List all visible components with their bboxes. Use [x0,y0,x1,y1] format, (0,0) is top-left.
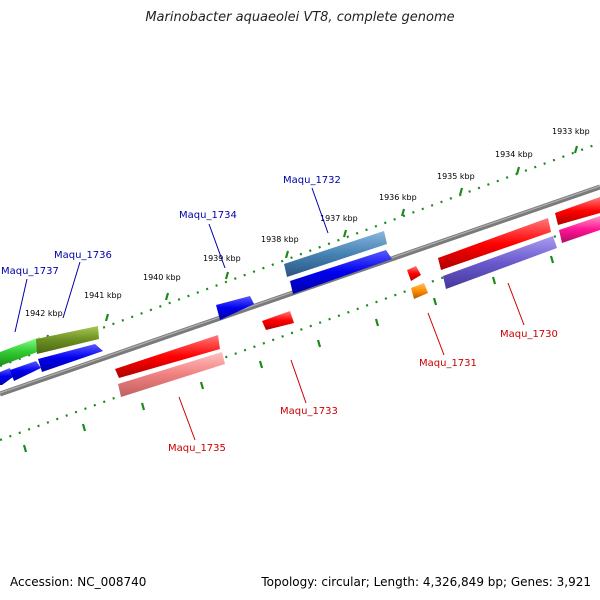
upper-strand-genes [0,197,600,366]
tick-label: 1942 kbp [25,309,63,318]
gene-maqu-1735 [118,352,225,397]
gene-maqu-1730 [443,236,557,289]
lower-major-ticks [22,255,555,453]
tick-label: 1933 kbp [552,127,590,136]
accession-text: Accession: NC_008740 [10,575,147,589]
tick-label: 1936 kbp [379,193,417,202]
gene-maqu-1731 [407,266,421,281]
gene-maqu-1735-upper [115,335,220,378]
tick-label: 1940 kbp [143,273,181,282]
gene-label: Maqu_1730 [500,329,558,340]
genome-stats-text: Topology: circular; Length: 4,326,849 bp… [261,575,591,589]
gene-maqu-1730-upper [438,218,551,270]
gene-maqu-1733 [262,311,294,330]
gene-label: Maqu_1737 [1,266,59,277]
gene-blue-left-1 [0,368,13,385]
gene-label: Maqu_1734 [179,210,237,221]
map-title: Marinobacter aquaeolei VT8, complete gen… [145,10,455,25]
middle-strand-genes [0,250,428,385]
gene-maqu-1737 [0,337,40,366]
label-leaders [14,187,525,441]
tick-label: 1938 kbp [261,235,299,244]
gene-blue-mid [290,250,392,294]
gene-label: Maqu_1735 [168,443,226,454]
gene-magenta-right [559,216,600,243]
gene-label: Maqu_1731 [419,358,477,369]
tick-label: 1941 kbp [84,291,122,300]
gene-maqu-1732 [284,231,387,277]
gene-maqu-1731-orange [411,283,428,299]
upper-scale-line [0,141,600,368]
lower-strand-genes [115,216,600,397]
tick-label: 1934 kbp [495,150,533,159]
gene-label: Maqu_1733 [280,406,338,417]
tick-label: 1935 kbp [437,172,475,181]
tick-label: 1937 kbp [320,214,358,223]
upper-major-ticks [44,145,579,343]
gene-maqu-1736 [36,326,99,354]
gene-blue-left-2 [10,361,41,381]
gene-red-right-upper [555,197,600,225]
gene-label: Maqu_1732 [283,175,341,186]
gene-blue-left-3 [38,344,103,372]
gene-maqu-1734 [216,296,254,320]
gene-label: Maqu_1736 [54,250,112,261]
